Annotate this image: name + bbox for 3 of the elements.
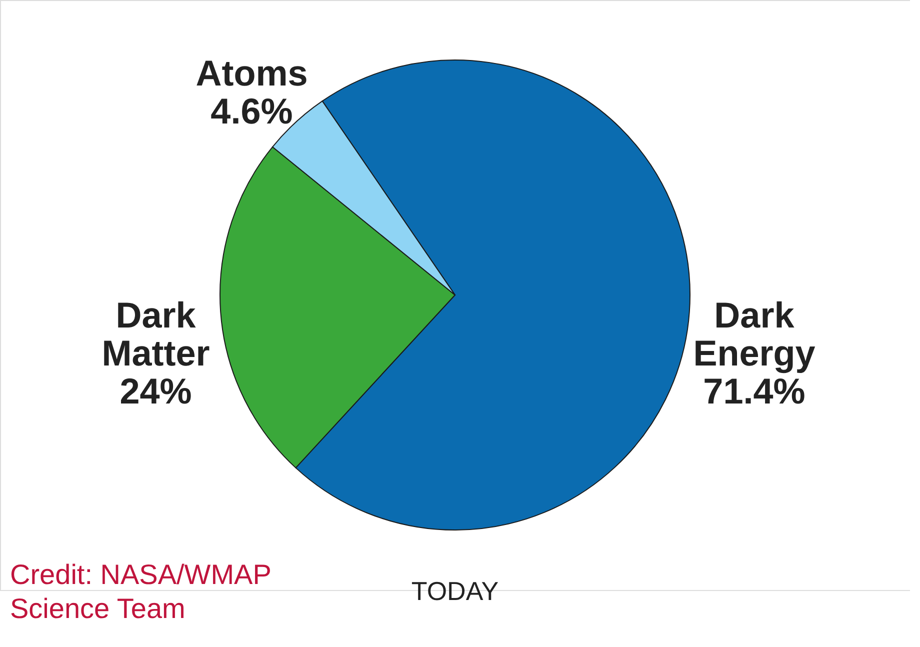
text: Credit: NASA/WMAP Science Team bbox=[10, 559, 272, 624]
text: TODAY bbox=[411, 576, 499, 606]
slice-label: Dark Energy bbox=[693, 294, 816, 374]
